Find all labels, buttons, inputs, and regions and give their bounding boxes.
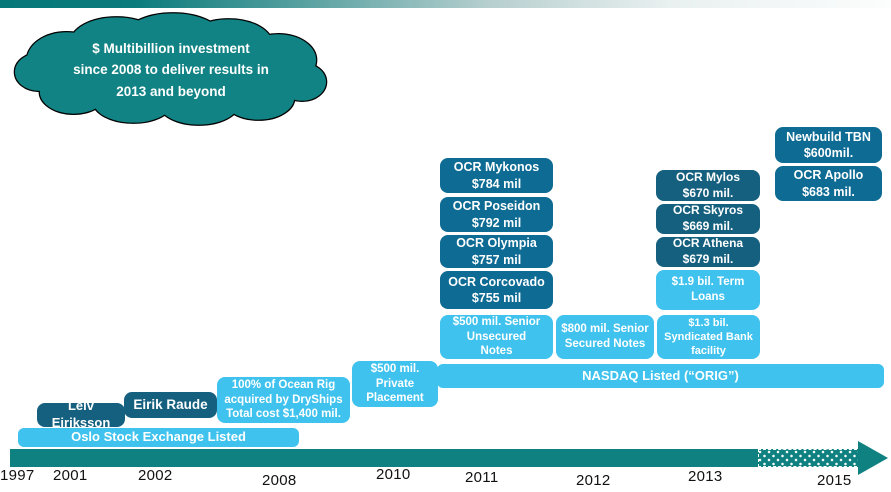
year-2015: 2015 <box>817 472 852 489</box>
rig-name: OCR Corcovado <box>448 274 545 289</box>
rig-amount: $679 mil. <box>682 252 734 266</box>
year-2010: 2010 <box>376 466 411 483</box>
year-1997: 1997 <box>0 467 35 484</box>
rig-amount: $757 mil <box>471 252 522 267</box>
year-2013: 2013 <box>688 468 723 485</box>
year-2011: 2011 <box>465 469 499 486</box>
rig-box-ocr-athena: OCR Athena $679 mil. <box>656 236 760 267</box>
rig-amount: $670 mil. <box>682 185 734 200</box>
rig-name: OCR Apollo <box>793 168 864 183</box>
rig-box-newbuild-tbn: Newbuild TBN $600mil. <box>775 127 882 163</box>
rig-box-ocr-mylos: OCR Mylos $670 mil. <box>656 170 760 201</box>
event-box-dryships-acquisition: 100% of Ocean Rig acquired by DryShips T… <box>217 377 350 423</box>
rig-name: OCR Skyros <box>672 203 744 218</box>
rig-amount: $600mil. <box>803 146 854 160</box>
rig-amount: $792 mil <box>471 215 522 230</box>
rig-box-ocr-apollo: OCR Apollo $683 mil. <box>775 166 882 201</box>
headline-cloud: $ Multibillion investment since 2008 to … <box>12 10 330 128</box>
timeline-arrowhead-icon <box>858 441 888 475</box>
timeline-bar-projected <box>758 449 862 467</box>
headline-text: $ Multibillion investment since 2008 to … <box>73 40 269 99</box>
financing-box-syndicated-bank-facility: $1.3 bil. Syndicated Bank facility <box>657 315 760 359</box>
rig-amount: $683 mil. <box>802 184 855 199</box>
rig-box-eirik-raude: Eirik Raude <box>124 392 217 418</box>
top-gradient-band <box>0 0 891 8</box>
rig-amount: $755 mil <box>471 291 522 305</box>
rig-box-ocr-olympia: OCR Olympia $757 mil <box>440 235 553 268</box>
event-box-private-placement: $500 mil. Private Placement <box>352 361 438 407</box>
financing-box-senior-unsecured-notes: $500 mil. Senior Unsecured Notes <box>440 315 553 359</box>
event-bar-oslo-listing: Oslo Stock Exchange Listed <box>18 428 299 447</box>
rig-box-leiv-eiriksson: Leiv Eiriksson <box>37 398 125 430</box>
timeline-bar-solid <box>10 449 758 467</box>
year-2012: 2012 <box>576 472 611 489</box>
rig-name: Newbuild TBN <box>786 129 871 144</box>
rig-amount: $669 mil. <box>682 219 734 233</box>
rig-box-ocr-mykonos: OCR Mykonos $784 mil <box>440 158 553 193</box>
event-bar-nasdaq-listing: NASDAQ Listed (“ORIG”) <box>437 364 884 388</box>
financing-box-senior-secured-notes: $800 mil. Senior Secured Notes <box>556 315 654 359</box>
year-2001: 2001 <box>53 467 88 484</box>
rig-name: OCR Athena <box>672 236 744 251</box>
rig-box-ocr-poseidon: OCR Poseidon $792 mil <box>440 197 553 232</box>
year-2008: 2008 <box>262 472 297 489</box>
rig-name: OCR Mylos <box>675 169 740 184</box>
financing-box-term-loans: $1.9 bil. Term Loans <box>656 270 760 310</box>
rig-name: OCR Poseidon <box>452 199 541 214</box>
rig-amount: $784 mil <box>471 176 522 191</box>
rig-name: OCR Mykonos <box>453 160 540 175</box>
rig-box-ocr-corcovado: OCR Corcovado $755 mil <box>440 271 553 309</box>
year-2002: 2002 <box>138 467 173 484</box>
rig-name: OCR Olympia <box>456 236 537 251</box>
rig-box-ocr-skyros: OCR Skyros $669 mil. <box>656 203 760 234</box>
